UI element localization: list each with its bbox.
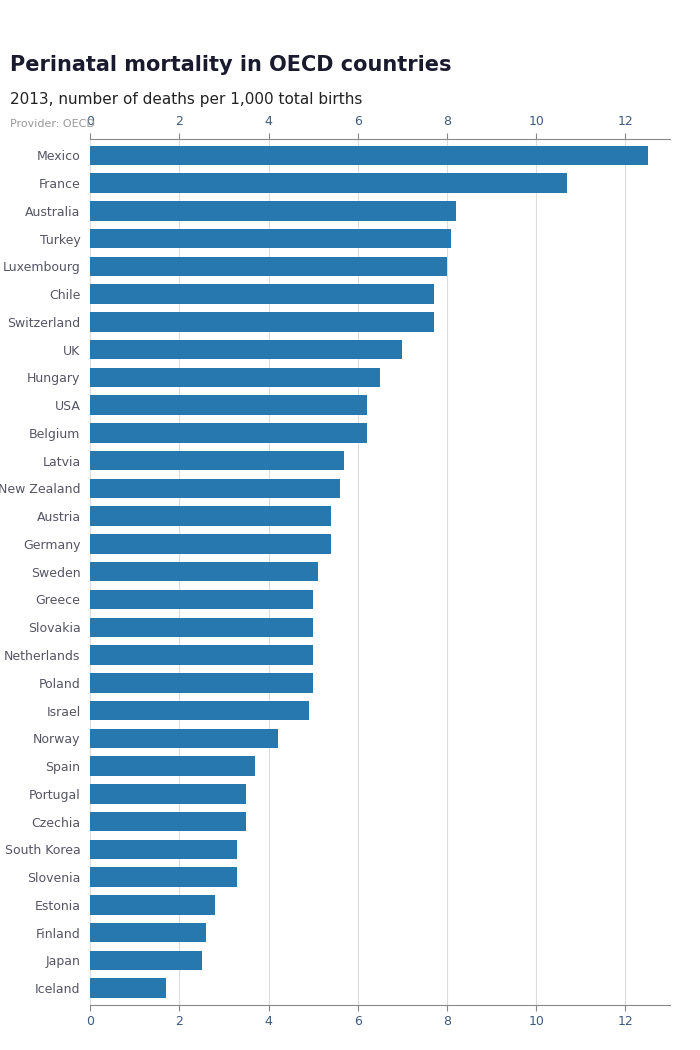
Bar — [90, 617, 313, 637]
Bar — [90, 368, 380, 387]
Bar — [90, 201, 456, 220]
Bar — [90, 590, 313, 609]
Bar — [90, 840, 237, 859]
Bar — [90, 506, 331, 526]
Bar — [90, 146, 648, 165]
Bar — [90, 534, 331, 553]
Bar — [90, 562, 318, 582]
Bar — [90, 229, 452, 248]
Bar — [90, 923, 206, 943]
Bar — [90, 396, 367, 415]
Bar — [90, 423, 367, 443]
Bar — [90, 950, 202, 970]
Bar — [90, 285, 433, 303]
Bar — [90, 896, 215, 915]
Bar — [90, 173, 568, 193]
Bar — [90, 867, 237, 887]
Bar — [90, 756, 256, 776]
Bar — [90, 256, 447, 276]
Bar — [90, 979, 166, 997]
Bar — [90, 340, 402, 359]
Bar — [90, 312, 433, 332]
Text: Provider: OECD: Provider: OECD — [10, 119, 94, 129]
Bar — [90, 646, 313, 665]
Text: Perinatal mortality in OECD countries: Perinatal mortality in OECD countries — [10, 55, 452, 75]
Bar — [90, 479, 340, 498]
Bar — [90, 729, 278, 748]
Bar — [90, 784, 246, 803]
Text: 2013, number of deaths per 1,000 total births: 2013, number of deaths per 1,000 total b… — [10, 92, 362, 107]
Bar — [90, 812, 246, 832]
Bar — [90, 673, 313, 693]
Bar — [90, 450, 344, 470]
Bar — [90, 700, 309, 720]
Text: figure.nz: figure.nz — [578, 15, 677, 34]
